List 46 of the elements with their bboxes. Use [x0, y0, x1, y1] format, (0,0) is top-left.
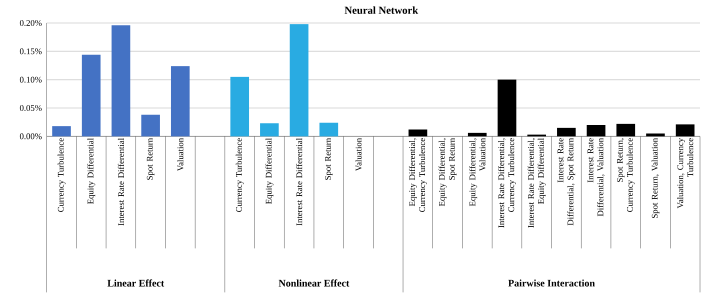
bar: [468, 132, 487, 136]
y-tick-label: 0.05%: [20, 105, 42, 111]
x-tick-label: Equity Differential: [87, 138, 96, 204]
x-tick-label: Equity Differential, Currency Turbulence: [408, 138, 427, 212]
x-tick-label: Interest Rate Differential, Spot Return: [558, 138, 576, 226]
bar: [408, 130, 428, 136]
bar: [676, 124, 694, 136]
bar: [586, 125, 606, 136]
x-tick-label: Equity Differential: [265, 138, 274, 204]
y-tick-label: 0.00%: [20, 133, 42, 140]
bar: [260, 123, 279, 136]
x-tick-label: Spot Return: [146, 138, 154, 180]
bar: [646, 134, 665, 136]
bar: [616, 124, 636, 136]
bar: [290, 24, 308, 136]
x-tick-label: Interest Rate Differential: [296, 138, 302, 226]
x-tick-label: Currency Turbulence: [236, 138, 244, 212]
y-tick-label: 0.10%: [20, 76, 42, 83]
x-tick-label: Spot Return, Currency Turbulence: [616, 138, 635, 212]
bar: [498, 80, 516, 136]
x-tick-label: Valuation: [177, 138, 184, 172]
bar: [82, 54, 101, 136]
text: Pairwise Interaction: [508, 279, 595, 287]
x-tick-label: Interest Rate Differential, Valuation: [588, 138, 605, 216]
text: Linear Effect: [107, 279, 164, 287]
x-tick-label: Equity Differential, Valuation: [469, 138, 486, 206]
bar: [52, 126, 71, 136]
bar: [112, 25, 130, 136]
x-tick-label: Valuation, Currency Turbulence: [677, 138, 694, 208]
bar: [230, 76, 250, 136]
x-tick-label: Interest Rate Differential, Currency Turbulence: [498, 138, 516, 228]
x-tick-label: Equity Differential, Spot Return: [438, 138, 457, 206]
bar: [319, 122, 338, 136]
chart-title: Neural Network: [344, 6, 418, 14]
y-tick-label: 0.20%: [20, 20, 42, 26]
y-tick-label: 0.15%: [20, 48, 42, 54]
x-tick-label: Interest Rate Differential: [118, 138, 124, 226]
bar: [557, 128, 576, 136]
bar: [170, 66, 190, 136]
x-tick-label: Interest Rate Differential, Equity Differential: [528, 138, 546, 228]
bar: [141, 114, 160, 136]
x-tick-label: Currency Turbulence: [58, 138, 66, 212]
x-tick-label: Spot Return: [325, 138, 333, 180]
x-tick-label: Valuation: [355, 138, 362, 172]
text: Nonlinear Effect: [278, 279, 350, 287]
x-tick-label: Spot Return, Valuation: [652, 138, 660, 218]
